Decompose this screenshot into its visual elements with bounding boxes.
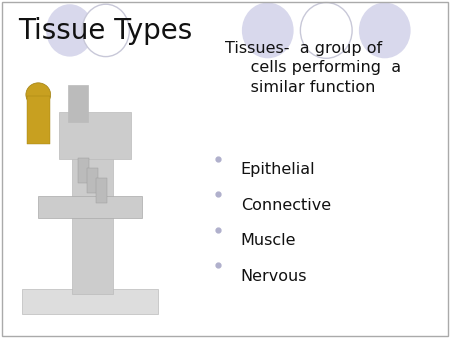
- FancyBboxPatch shape: [58, 112, 130, 159]
- Ellipse shape: [82, 4, 130, 57]
- FancyBboxPatch shape: [38, 196, 142, 218]
- FancyBboxPatch shape: [87, 168, 98, 193]
- Ellipse shape: [242, 3, 293, 58]
- FancyBboxPatch shape: [68, 84, 88, 122]
- Ellipse shape: [301, 3, 352, 58]
- Text: Connective: Connective: [241, 198, 331, 213]
- FancyBboxPatch shape: [72, 135, 112, 294]
- Text: Epithelial: Epithelial: [241, 162, 315, 177]
- Ellipse shape: [359, 3, 410, 58]
- FancyBboxPatch shape: [96, 178, 107, 203]
- Ellipse shape: [26, 83, 50, 106]
- FancyBboxPatch shape: [27, 96, 50, 144]
- Text: Tissues-  a group of
     cells performing  a
     similar function: Tissues- a group of cells performing a s…: [225, 41, 401, 95]
- Ellipse shape: [46, 4, 94, 57]
- FancyBboxPatch shape: [22, 289, 158, 314]
- Text: Tissue Types: Tissue Types: [18, 17, 192, 45]
- Text: Nervous: Nervous: [241, 269, 307, 284]
- Text: Muscle: Muscle: [241, 233, 296, 248]
- FancyBboxPatch shape: [78, 158, 89, 183]
